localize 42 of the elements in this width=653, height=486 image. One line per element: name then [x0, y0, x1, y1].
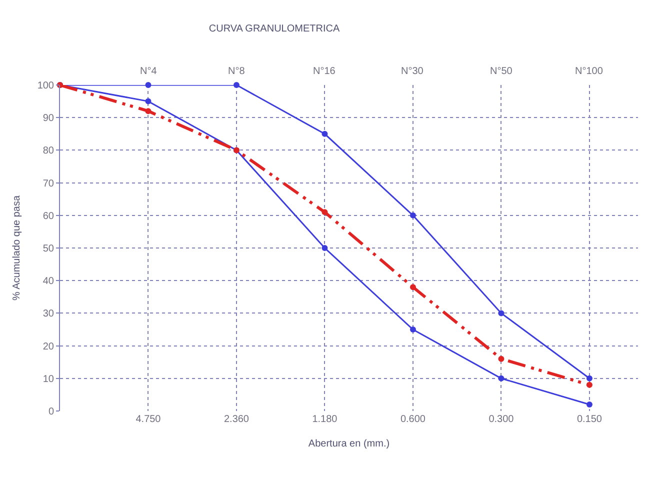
y-tick-label: 30: [42, 308, 54, 320]
x-tick-label: 4.750: [136, 414, 162, 425]
y-tick-label: 0: [48, 406, 54, 418]
x-tick-label: 0.150: [576, 414, 602, 425]
x-tick-label: 0.600: [400, 414, 426, 425]
point: [498, 310, 504, 316]
text: N°30: [401, 66, 424, 77]
y-tick-label: 100: [37, 80, 54, 92]
point: [145, 98, 152, 104]
x-tick-label: 0.300: [488, 414, 514, 425]
y-tick-label: 90: [42, 113, 54, 124]
point: [322, 130, 328, 137]
point: [322, 245, 328, 251]
text: N°4: [140, 66, 158, 77]
point: [410, 284, 416, 290]
y-tick-label: 80: [42, 146, 54, 157]
point: [233, 82, 240, 88]
point: [498, 375, 504, 382]
point: [586, 382, 592, 388]
y-tick-label: 60: [42, 210, 54, 222]
point: [410, 212, 416, 218]
point: [586, 375, 592, 382]
y-tick-label: 70: [42, 178, 54, 190]
x-tick-label: 1.180: [312, 414, 338, 425]
y-tick-label: 40: [42, 276, 54, 288]
text: N°8: [228, 66, 246, 77]
point: [322, 209, 328, 216]
point: [410, 326, 416, 332]
text: N°100: [575, 66, 604, 77]
chart-title: CURVA GRANULOMETRICA: [208, 23, 340, 34]
x-tick-label: 2.360: [224, 414, 250, 425]
y-tick-label: 50: [42, 244, 54, 254]
point: [145, 108, 152, 114]
y-tick-label: 20: [42, 341, 54, 352]
y-axis-title: % Acumulado que pasa: [11, 195, 22, 301]
point: [145, 82, 152, 88]
text: N°50: [490, 66, 513, 77]
y-tick-label: 10: [42, 374, 54, 385]
point: [498, 356, 504, 362]
text: N°16: [313, 66, 336, 77]
point: [586, 401, 592, 408]
x-axis-title: Abertura en (mm.): [308, 438, 390, 450]
